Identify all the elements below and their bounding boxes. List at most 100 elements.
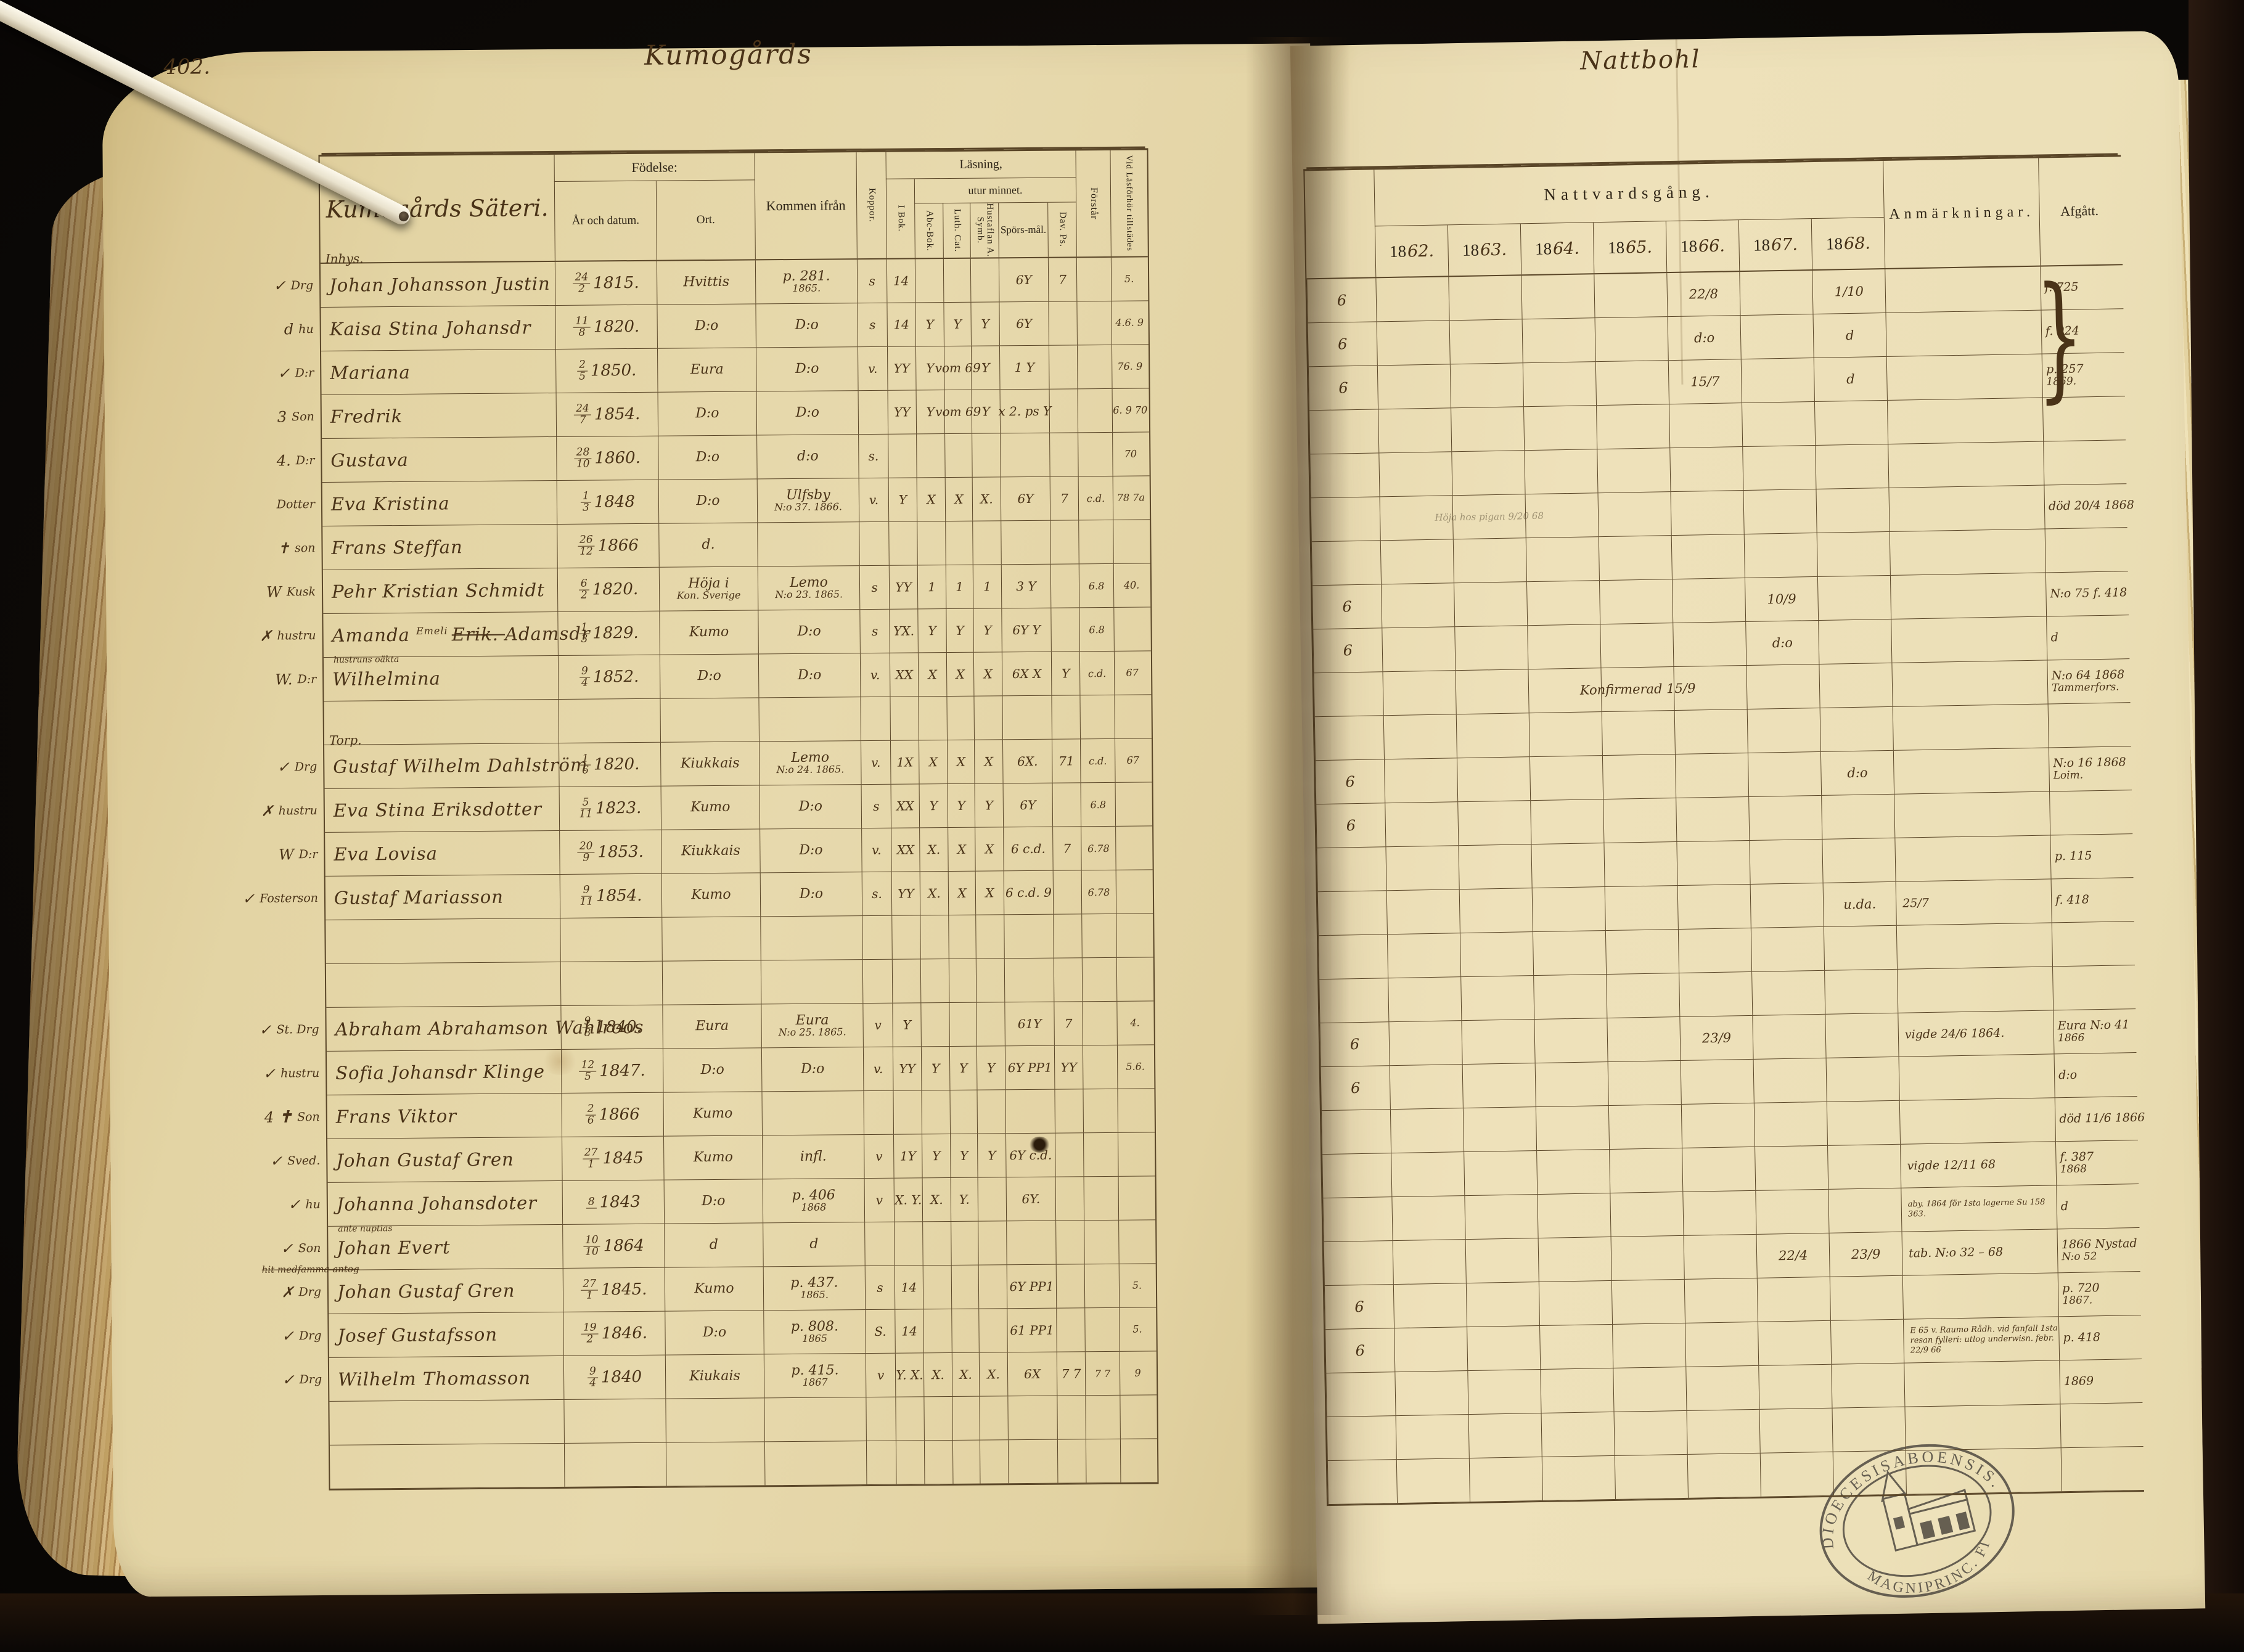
ledger-row: ✝ son Frans Steffan 26 12 1866 d. — [277, 520, 1150, 570]
row-margin — [256, 1402, 326, 1446]
hustaflan-mark: Y — [973, 608, 1002, 652]
communion-year-cell — [1598, 536, 1672, 581]
communion-year-cell — [1607, 1060, 1681, 1106]
communion-year-cell — [1468, 1457, 1543, 1502]
communion-year-cell — [1752, 1014, 1826, 1059]
communion-year-cell — [1674, 753, 1749, 798]
birth-cell: 27 1 1845. — [562, 1267, 665, 1312]
role-label: St. Drg — [276, 1023, 319, 1037]
left-table-rows: Inhys. ✓ Drg Johan Johansson Justin 24 2 1815… — [242, 251, 1158, 1489]
birth-cell — [563, 1442, 666, 1487]
communion-year-cell — [1748, 795, 1822, 840]
came-from-cell: D:o — [760, 872, 862, 917]
communion-year-cell — [1539, 1324, 1613, 1370]
i-bok-mark — [893, 1090, 922, 1134]
communion-year-cell: u.da. — [1822, 881, 1896, 926]
hustaflan-mark — [975, 915, 1004, 959]
role-label: Son — [297, 1110, 320, 1124]
row-margin — [257, 1446, 327, 1489]
forstar-mark — [1083, 1089, 1118, 1133]
abc-bok-mark — [920, 959, 949, 1003]
communion-year-cell: d — [1812, 313, 1886, 358]
communion-year-cell — [1531, 843, 1605, 888]
pre-column-cell: 6 — [1312, 584, 1382, 629]
communion-year-cell — [1386, 889, 1460, 934]
came-from-cell: p. 437. 1865. — [763, 1266, 866, 1311]
abc-bok-mark: Y — [915, 303, 944, 346]
ledger-row: ✓ Sved. Johan Gustaf Gren 27 1 1845 Kumo infl.… — [270, 1132, 1155, 1183]
i-bok-mark: 14 — [894, 1266, 923, 1309]
remark-cell — [1902, 1273, 2058, 1319]
communion-year-cell — [1600, 623, 1674, 668]
person-name: Wilhelmina — [332, 668, 441, 690]
hustaflan-mark: X — [975, 871, 1004, 915]
year-header-cell: 18 67. — [1738, 219, 1812, 271]
name-cell: Johan Johansson Justin — [321, 262, 555, 307]
came-from-cell: p. 808. 1865 — [763, 1310, 866, 1354]
group-label: Inhys. — [325, 251, 364, 266]
communion-year-cell — [1392, 1240, 1466, 1285]
communion-year-cell — [1388, 977, 1462, 1022]
koppor-mark: s — [861, 784, 891, 828]
remark-cell — [1894, 835, 2051, 881]
remark-cell: vigde 24/6 1864. — [1898, 1010, 2054, 1057]
communion-year-cell — [1756, 1277, 1830, 1322]
communion-year-cell — [1456, 757, 1531, 802]
role-label: Son — [292, 410, 314, 424]
departed-cell: d:o — [2054, 1053, 2135, 1098]
birthplace-cell: Kumo — [660, 785, 760, 830]
remark-cell — [1886, 398, 2044, 444]
communion-year-cell — [1461, 1020, 1535, 1065]
communion-year-cell — [1458, 844, 1532, 889]
ledger-row: d hu Kaisa Stina Johansdr 11 8 1820. D:o D:o s 1… — [284, 301, 1149, 351]
abc-bok-mark — [917, 521, 946, 565]
i-bok-mark: 14 — [886, 259, 915, 303]
communion-year-cell — [1681, 1103, 1755, 1148]
forstar-mark: 6.8 — [1079, 607, 1114, 652]
communion-year-cell — [1755, 1189, 1829, 1234]
koppor-mark: s — [857, 303, 887, 347]
luth-cat-mark: X. — [951, 1352, 980, 1396]
ledger-row — [326, 957, 1154, 1008]
person-name: Mariana — [330, 361, 411, 383]
row-margin: ✗ hustru — [252, 789, 322, 833]
ledger-row: 4 ✝ Son Frans Viktor 2 6 1866 Kumo — [264, 1089, 1155, 1139]
birth-cell: 1 3 1848 — [556, 480, 659, 524]
communion-year-cell — [1385, 802, 1459, 847]
i-bok-mark — [891, 915, 920, 959]
birthplace-cell: Hvittis — [656, 260, 756, 305]
row-margin — [253, 920, 322, 964]
communion-year-cell — [1394, 1327, 1468, 1372]
communion-year-cell — [1394, 1371, 1468, 1416]
communion-year-cell — [1460, 976, 1534, 1021]
pre-column-cell — [1319, 978, 1389, 1023]
check-mark: ✓ — [269, 1152, 283, 1170]
birthplace-cell — [665, 1398, 764, 1442]
pre-column-cell: 6 — [1320, 1066, 1390, 1111]
koppor-mark: v — [865, 1353, 896, 1397]
communion-year-cell — [1682, 1190, 1756, 1235]
remark-cell: vigde 12/11 68 — [1900, 1142, 2057, 1188]
header-koppor: Koppor. — [856, 152, 887, 259]
forstar-mark: c.d. — [1079, 738, 1115, 783]
communion-year-cell — [1671, 578, 1746, 623]
hustaflan-mark — [978, 1309, 1007, 1352]
ledger-row — [329, 1439, 1158, 1489]
communion-year-cell — [1676, 796, 1750, 842]
remark-cell — [1891, 660, 2048, 706]
name-cell: Gustaf Mariasson — [326, 875, 560, 920]
departed-cell: p. 115 — [2050, 834, 2131, 879]
koppor-mark: s — [859, 609, 890, 653]
birth-cell: 11 8 1820. — [555, 305, 657, 349]
i-bok-mark: Y. X. — [895, 1353, 924, 1397]
row-margin: 4 ✝ Son — [254, 1095, 324, 1139]
forstar-mark: 6.78 — [1081, 826, 1116, 870]
birthplace-cell: Kiukkais — [661, 829, 760, 873]
household-title-cell: Kumogårds Säteri. — [320, 155, 555, 263]
hustaflan-mark — [977, 1177, 1007, 1221]
communion-year-cell — [1395, 1415, 1469, 1460]
page-number: 402. — [163, 54, 211, 80]
dav-ps-mark — [1055, 1133, 1084, 1177]
communion-year-cell — [1677, 928, 1752, 973]
communion-year-cell: Konfirmerad 15/9 — [1580, 667, 1696, 712]
